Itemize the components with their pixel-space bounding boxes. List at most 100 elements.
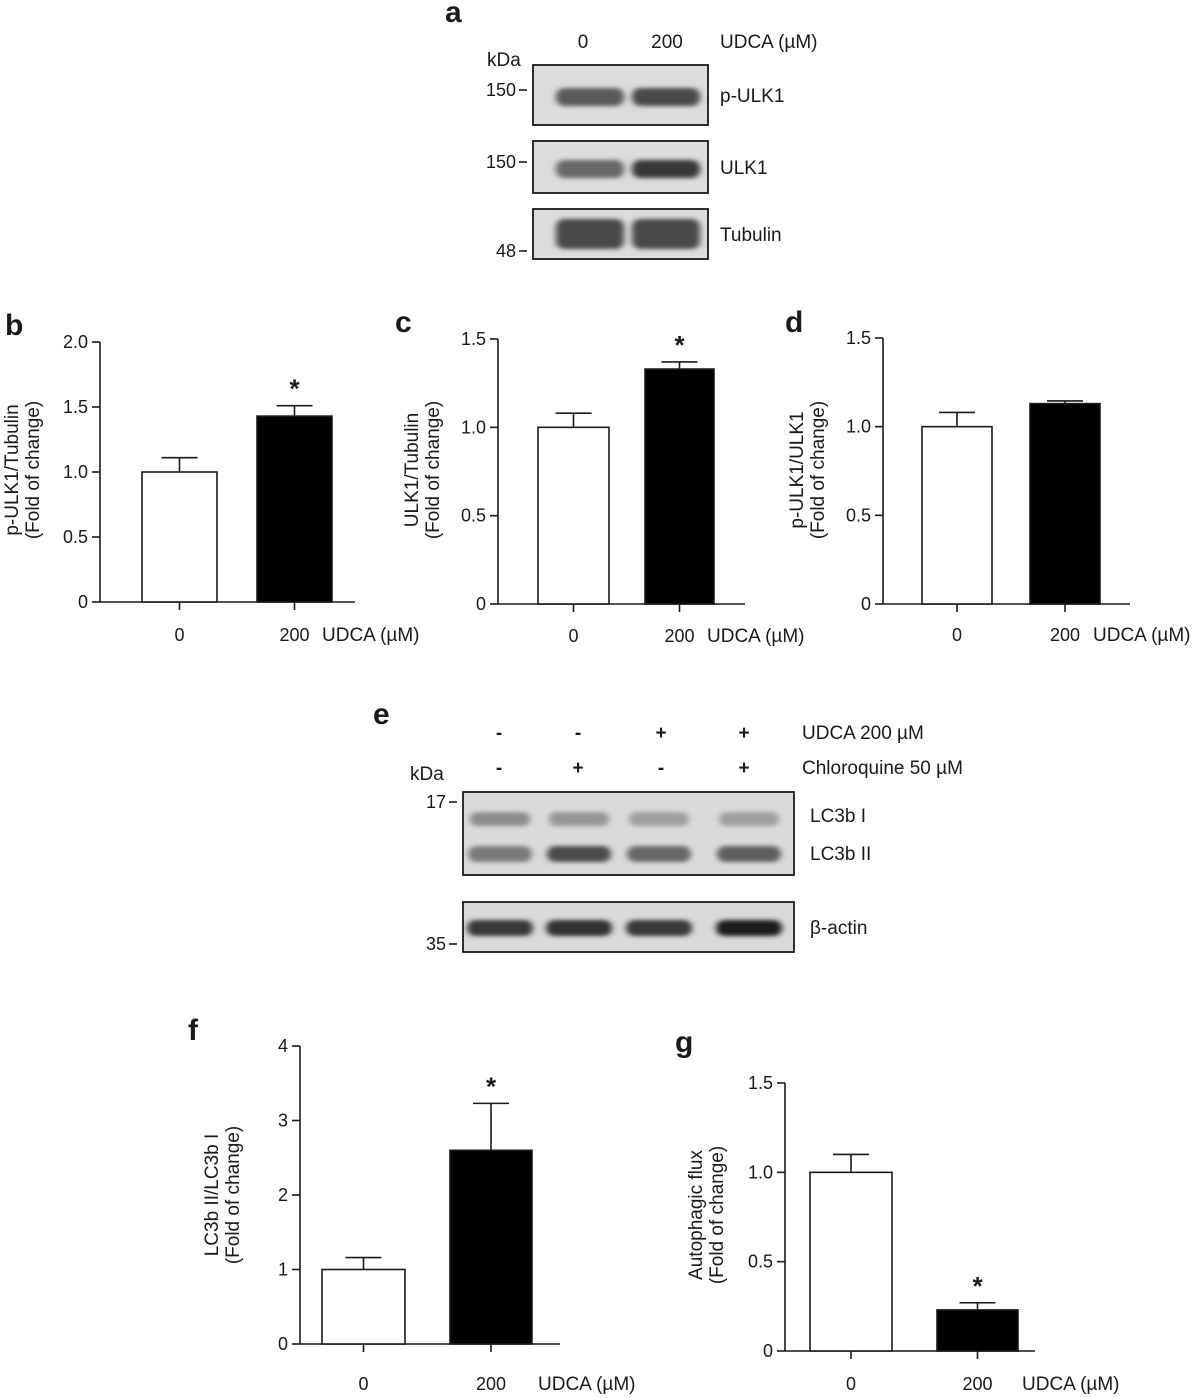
chart-panel-g: g 0 0.5 1.0 1.5 Autophagic flux (Fold of chang… (675, 1026, 1120, 1395)
y-tick-label: 2 (278, 1185, 288, 1205)
blot-band-lc3b-i (549, 812, 609, 826)
y-tick-label: 0.5 (846, 505, 871, 525)
blot-label: p-ULK1 (720, 86, 784, 107)
blot-label: ULK1 (720, 158, 768, 179)
y-tick-label: 1.0 (63, 462, 88, 482)
blot-band (556, 160, 624, 178)
y-axis-label: LC3b II/LC3b I (Fold of change) (202, 1126, 244, 1264)
treatment-row-label: Chloroquine 50 µM (802, 758, 963, 779)
treatment-row-label: UDCA 200 µM (802, 723, 924, 744)
blot-band-actin (467, 920, 533, 936)
chart-panel-f: f 0 1 2 3 4 LC3b II/LC3b I (Fold of change) 0 200… (188, 1014, 636, 1395)
x-tick-label: 200 (1050, 625, 1080, 645)
kda-marker: 17 (426, 792, 446, 812)
y-tick-label: 0 (861, 594, 871, 614)
x-axis-label: UDCA (µM) (707, 626, 805, 647)
panel-letter-g: g (675, 1026, 693, 1059)
panel-a-treatment-label: UDCA (µM) (720, 32, 818, 53)
treatment-sign: + (572, 758, 583, 779)
chart-panel-c: c 0 0.5 1.0 1.5 ULK1/Tubulin (Fold of change) 0… (395, 306, 805, 647)
blot-band-lc3b-i (470, 812, 530, 826)
x-tick-label: 200 (476, 1374, 506, 1394)
blot-frame (462, 791, 795, 876)
blot-band (632, 219, 700, 249)
y-tick-label: 1.0 (748, 1162, 773, 1182)
bar-0 (809, 1171, 893, 1352)
x-tick-label: 0 (174, 625, 184, 645)
y-axis-label: p-ULK1/ULK1 (Fold of change) (787, 401, 829, 539)
bar-charts: b00.51.01.52.0p-ULK1/Tubulin (Fold of cha… (2, 306, 1191, 1395)
significance-marker: * (972, 1271, 983, 1301)
x-tick-label: 200 (664, 626, 694, 646)
blot-band-lc3b-ii (468, 846, 532, 862)
bar-200 (256, 415, 333, 603)
y-tick-label: 1.0 (461, 417, 486, 437)
band-label: β-actin (810, 918, 867, 939)
panel-a-lane-label-1: 0 (578, 32, 589, 53)
blot-beta-actin: 35 β-actin (426, 901, 867, 954)
y-tick-label: 0.5 (748, 1252, 773, 1272)
y-tick-label: 1 (278, 1260, 288, 1280)
blot-band-actin (716, 920, 782, 936)
bar-200 (449, 1149, 533, 1345)
x-tick-label: 0 (358, 1374, 368, 1394)
chart-panel-b: b 0 0.5 1.0 1.5 2.0 p-ULK1/Tubulin (Fold of cha… (2, 309, 420, 646)
y-axis-label: Autophagic flux (Fold of change) (686, 1146, 728, 1284)
treatment-sign: - (496, 723, 502, 744)
y-axis-label-line: (Fold of change) (223, 1126, 244, 1264)
y-tick-label: 1.5 (748, 1073, 773, 1093)
y-axis-label-line: p-ULK1/Tubulin (2, 404, 23, 535)
y-tick-label: 0 (78, 592, 88, 612)
significance-marker: * (674, 330, 685, 360)
significance-marker: * (289, 374, 300, 404)
x-tick-label: 0 (846, 1374, 856, 1394)
y-axis-label-line: (Fold of change) (808, 401, 829, 539)
significance-marker: * (486, 1071, 497, 1101)
panel-letter-f: f (188, 1014, 199, 1047)
chart-panel-d: d 0 0.5 1.0 1.5 p-ULK1/ULK1 (Fold of change) 0 2… (785, 306, 1191, 646)
y-tick-label: 4 (278, 1036, 288, 1056)
bar-0 (321, 1268, 406, 1345)
panel-e-western-blot: e kDa - - + + UDCA 200 µM - + - + Chloroquine 50 … (373, 698, 963, 954)
blot-band-lc3b-i (719, 812, 779, 826)
y-tick-label: 0.5 (461, 506, 486, 526)
blot-p-ulk1: 150 p-ULK1 (486, 64, 784, 126)
blot-band-lc3b-ii (627, 846, 691, 862)
y-axis-label-line: p-ULK1/ULK1 (787, 411, 808, 528)
bar-0 (537, 426, 610, 605)
blot-band (556, 88, 624, 106)
x-tick-label: 200 (962, 1374, 992, 1394)
y-axis-label-line: Autophagic flux (686, 1150, 707, 1280)
panel-letter-a: a (445, 0, 462, 29)
bar-0 (921, 425, 993, 605)
kda-marker: 35 (426, 934, 446, 954)
blot-band-actin (546, 920, 612, 936)
y-axis-label-line: LC3b II/LC3b I (202, 1134, 223, 1257)
blot-band-lc3b-ii (717, 846, 781, 862)
panel-letter-c: c (395, 306, 412, 339)
panel-a-lane-label-2: 200 (651, 32, 683, 53)
kda-marker: 150 (486, 152, 516, 172)
blot-band (632, 88, 700, 106)
x-axis-label: UDCA (µM) (1093, 625, 1191, 646)
x-tick-label: 0 (568, 626, 578, 646)
x-axis-label: UDCA (µM) (1022, 1374, 1120, 1395)
x-tick-label: 0 (952, 625, 962, 645)
bar-200 (644, 368, 715, 605)
treatment-sign: - (658, 758, 664, 779)
y-tick-label: 1.5 (846, 328, 871, 348)
blot-band-lc3b-i (629, 812, 689, 826)
x-axis-label: UDCA (µM) (538, 1374, 636, 1395)
y-axis-label-line: ULK1/Tubulin (402, 413, 423, 527)
band-label: LC3b I (810, 806, 866, 827)
treatment-sign: + (655, 723, 666, 744)
panel-letter-e: e (373, 698, 390, 731)
y-axis-label-line: (Fold of change) (707, 1146, 728, 1284)
bar-200 (1029, 402, 1101, 605)
y-tick-label: 0.5 (63, 527, 88, 547)
panel-a-kda-label: kDa (487, 50, 521, 71)
panel-letter-b: b (5, 309, 23, 342)
treatment-sign: - (496, 758, 502, 779)
blot-ulk1: 150 ULK1 (486, 140, 768, 194)
